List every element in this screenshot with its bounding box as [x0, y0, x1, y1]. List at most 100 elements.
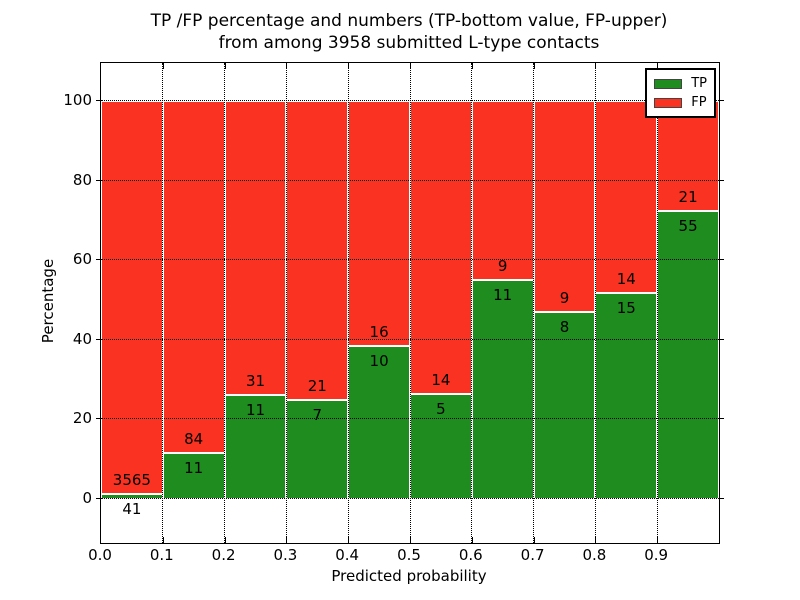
x-tick-mark-bottom	[533, 537, 535, 543]
legend-item-fp: FP	[654, 93, 707, 112]
y-tick-label: 40	[72, 329, 92, 348]
x-tick-mark-top	[595, 63, 597, 69]
x-tick-mark-top	[471, 63, 473, 69]
chart-title-line2: from among 3958 submitted L-type contact…	[218, 33, 600, 53]
x-gridline	[471, 63, 473, 543]
y-gridline	[101, 498, 719, 499]
y-tick-label: 0	[82, 489, 92, 507]
fp-count-label: 21	[678, 187, 698, 206]
tp-count-label: 5	[436, 400, 446, 419]
x-gridline	[285, 63, 287, 543]
fp-count-label: 14	[431, 371, 451, 390]
tp-count-label: 11	[184, 458, 204, 477]
y-gridline	[101, 418, 719, 420]
x-tick-mark-top	[162, 63, 164, 69]
y-gridline	[101, 100, 719, 101]
fp-bar-segment	[471, 101, 534, 281]
tp-bar-segment	[657, 210, 719, 499]
y-tick-mark-left	[96, 179, 100, 181]
fp-bar-segment	[410, 101, 472, 395]
x-gridline	[656, 63, 658, 543]
y-tick-label: 100	[63, 91, 92, 109]
x-tick-mark-bottom	[410, 537, 411, 543]
x-tick-mark-bottom	[657, 537, 659, 543]
fp-bar-segment	[533, 101, 596, 312]
tp-count-label: 11	[493, 286, 513, 305]
tp-count-label: 7	[312, 405, 323, 424]
plot-area: TP FP 3565 41 84 11 31 11 21 7 16 10 14 5 9 11 9 8 14 15 2…	[96, 62, 724, 544]
x-tick-label: 0.3	[273, 546, 298, 564]
y-tick-mark-right	[720, 338, 724, 340]
fp-count-label: 9	[559, 288, 570, 307]
legend-item-tp: TP	[654, 74, 707, 93]
y-gridline	[101, 338, 719, 340]
y-tick-mark-left	[96, 259, 100, 261]
x-tick-mark-bottom	[595, 537, 597, 543]
y-tick-mark-left	[96, 100, 100, 101]
x-tick-label: 0.9	[644, 546, 669, 564]
x-tick-label: 0.7	[520, 546, 545, 564]
x-gridline	[162, 63, 164, 543]
tp-legend-label: TP	[691, 76, 707, 91]
tp-count-label: 41	[122, 500, 142, 519]
y-gridline	[101, 179, 719, 181]
tp-bar-segment	[348, 345, 410, 499]
chart-title: TP /FP percentage and numbers (TP-bottom…	[100, 10, 718, 54]
x-axis-label: Predicted probability	[331, 567, 487, 585]
x-tick-mark-bottom	[162, 537, 164, 543]
chart-title-line1: TP /FP percentage and numbers (TP-bottom…	[150, 11, 668, 31]
tp-legend-swatch	[654, 78, 683, 89]
fp-count-label: 31	[245, 371, 266, 390]
x-gridline	[594, 63, 596, 543]
x-tick-label: 0.8	[582, 546, 607, 564]
fp-count-label: 16	[369, 322, 389, 341]
tp-count-label: 55	[678, 216, 698, 235]
x-tick-mark-bottom	[224, 537, 226, 543]
y-tick-label: 80	[72, 170, 92, 189]
x-tick-label: 0.2	[211, 546, 236, 564]
y-tick-mark-right	[720, 259, 724, 261]
y-tick-mark-right	[720, 418, 724, 420]
tp-bar-segment	[471, 280, 534, 499]
fp-bar-segment	[657, 101, 719, 211]
x-gridline	[347, 63, 349, 543]
x-tick-label: 0.6	[458, 546, 483, 564]
fp-count-label: 21	[307, 376, 327, 395]
x-tick-mark-bottom	[348, 537, 350, 543]
x-tick-mark-bottom	[286, 537, 288, 543]
fp-count-label: 9	[497, 257, 508, 276]
fp-bar-segment	[595, 101, 658, 294]
x-tick-label: 0.4	[335, 546, 360, 564]
x-tick-mark-top	[410, 63, 411, 69]
tp-bar-segment	[533, 311, 596, 499]
y-tick-label: 60	[72, 250, 92, 269]
y-tick-label: 20	[72, 409, 92, 428]
tp-count-label: 15	[616, 299, 636, 318]
y-tick-mark-right	[720, 179, 724, 181]
x-tick-mark-top	[348, 63, 350, 69]
x-tick-mark-top	[286, 63, 288, 69]
fp-count-label: 14	[616, 270, 636, 289]
fp-count-label: 3565	[112, 471, 151, 490]
x-tick-mark-top	[533, 63, 535, 69]
x-gridline	[533, 63, 535, 543]
y-tick-mark-left	[96, 418, 100, 420]
tp-count-label: 8	[559, 317, 570, 336]
x-tick-label: 0.5	[397, 546, 421, 564]
y-tick-mark-right	[720, 498, 724, 499]
fp-bar-segment	[162, 101, 225, 453]
x-tick-label: 0.0	[88, 546, 112, 564]
fp-bar-segment	[101, 101, 163, 495]
x-tick-mark-top	[224, 63, 226, 69]
x-tick-label: 0.1	[149, 546, 174, 564]
y-tick-mark-right	[720, 100, 724, 101]
tp-bar-segment	[595, 293, 658, 499]
x-gridline	[224, 63, 226, 543]
x-gridline	[409, 63, 411, 543]
fp-legend-swatch	[654, 97, 683, 108]
y-tick-mark-left	[96, 498, 100, 499]
tp-count-label: 11	[245, 400, 266, 419]
fp-bar-segment	[348, 101, 410, 346]
fp-legend-label: FP	[691, 95, 707, 110]
